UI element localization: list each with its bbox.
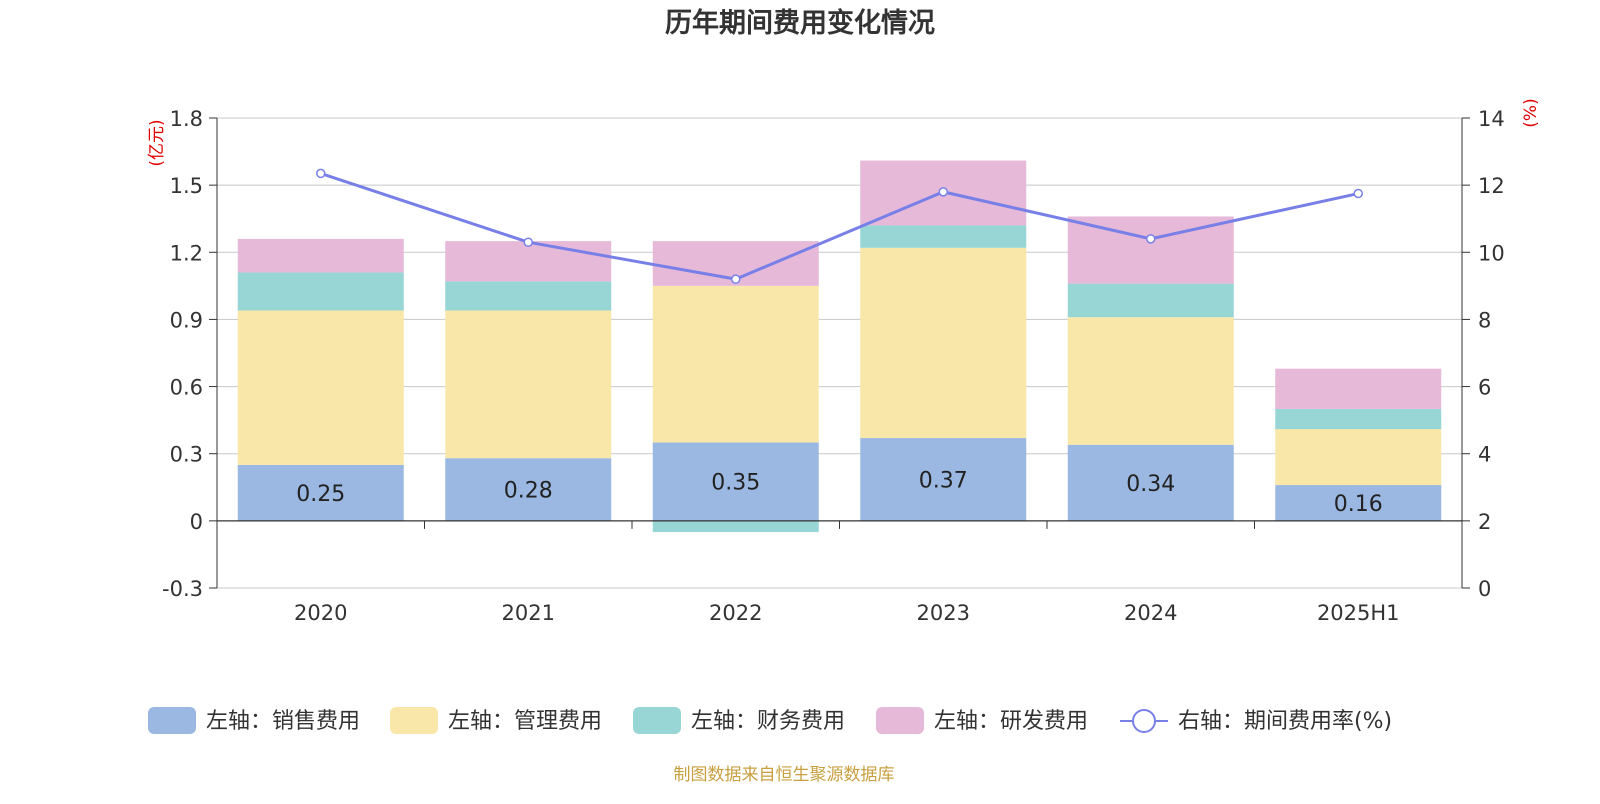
legend-marker [1132,709,1156,733]
left-tick-label: -0.3 [162,577,203,601]
bar-segment [1067,444,1234,521]
bar-segment [1275,429,1442,486]
bar-data-label: 0.25 [296,482,345,507]
left-tick-label: 0.3 [170,443,203,467]
left-tick-label: 1.8 [170,107,203,131]
left-tick-label: 0.6 [170,376,203,400]
bar-segment [1067,317,1234,445]
bar-segment [860,225,1027,248]
rate-line [320,171,1359,281]
rate-point [316,168,326,179]
x-tick-label: 2020 [294,601,347,625]
right-tick-label: 8 [1478,308,1491,332]
left-tick-label: 0 [190,510,203,534]
left-tick-label: 0.9 [170,308,203,332]
x-tick-label: 2024 [1124,601,1177,625]
legend-label: 左轴：研发费用 [934,709,1088,734]
legend-label: 右轴：期间费用率(%) [1178,709,1392,734]
bar-segment [860,438,1027,521]
legend-swatch [876,707,924,734]
bar-segment [445,241,612,282]
bar-segment [1275,485,1442,521]
bar-segment [445,310,612,459]
legend-swatch [390,707,438,734]
left-tick-label: 1.5 [170,174,203,198]
bar-segment [237,272,404,311]
bar-data-label: 0.37 [919,468,968,493]
right-tick-label: 6 [1478,376,1491,400]
rate-point [938,187,948,197]
legend-label: 左轴：销售费用 [206,709,360,734]
right-axis-unit: (%) [1521,98,1541,127]
left-axis-unit: (亿元) [147,119,167,166]
bar-segment [652,442,819,521]
right-tick-label: 10 [1478,241,1505,265]
x-tick-label: 2025H1 [1317,601,1400,625]
rate-point [731,274,741,284]
x-tick-label: 2022 [709,601,762,625]
bar-segment [860,247,1027,439]
rate-point [523,237,533,247]
legend-label: 左轴：管理费用 [448,709,602,734]
bar-segment [445,458,612,521]
bar-segment [237,238,404,273]
bar-segment [237,464,404,521]
bar-segment [237,310,404,465]
right-tick-label: 14 [1478,107,1505,131]
bar-data-label: 0.16 [1334,492,1383,517]
rate-point [1146,234,1156,244]
bar-segment [445,281,612,311]
bar-data-label: 0.35 [711,471,760,496]
chart-title: 历年期间费用变化情况 [665,7,935,39]
x-tick-label: 2023 [917,601,970,625]
bar-segment [1275,368,1442,409]
legend-swatch [148,707,196,734]
bar-segment [652,285,819,443]
source-note: 制图数据来自恒生聚源数据库 [674,765,895,785]
bar-data-label: 0.34 [1126,472,1175,497]
right-tick-label: 2 [1478,510,1491,534]
bar-data-label: 0.28 [504,479,553,504]
rate-point [1353,188,1363,199]
bar-segment [1067,283,1234,318]
legend-swatch [633,707,681,734]
left-tick-label: 1.2 [170,241,203,265]
bar-segment [652,520,819,533]
right-tick-label: 0 [1478,577,1491,601]
bar-segment [1275,408,1442,430]
right-tick-label: 4 [1478,443,1491,467]
right-tick-label: 12 [1478,174,1505,198]
x-tick-label: 2021 [502,601,555,625]
legend-label: 左轴：财务费用 [691,709,845,734]
